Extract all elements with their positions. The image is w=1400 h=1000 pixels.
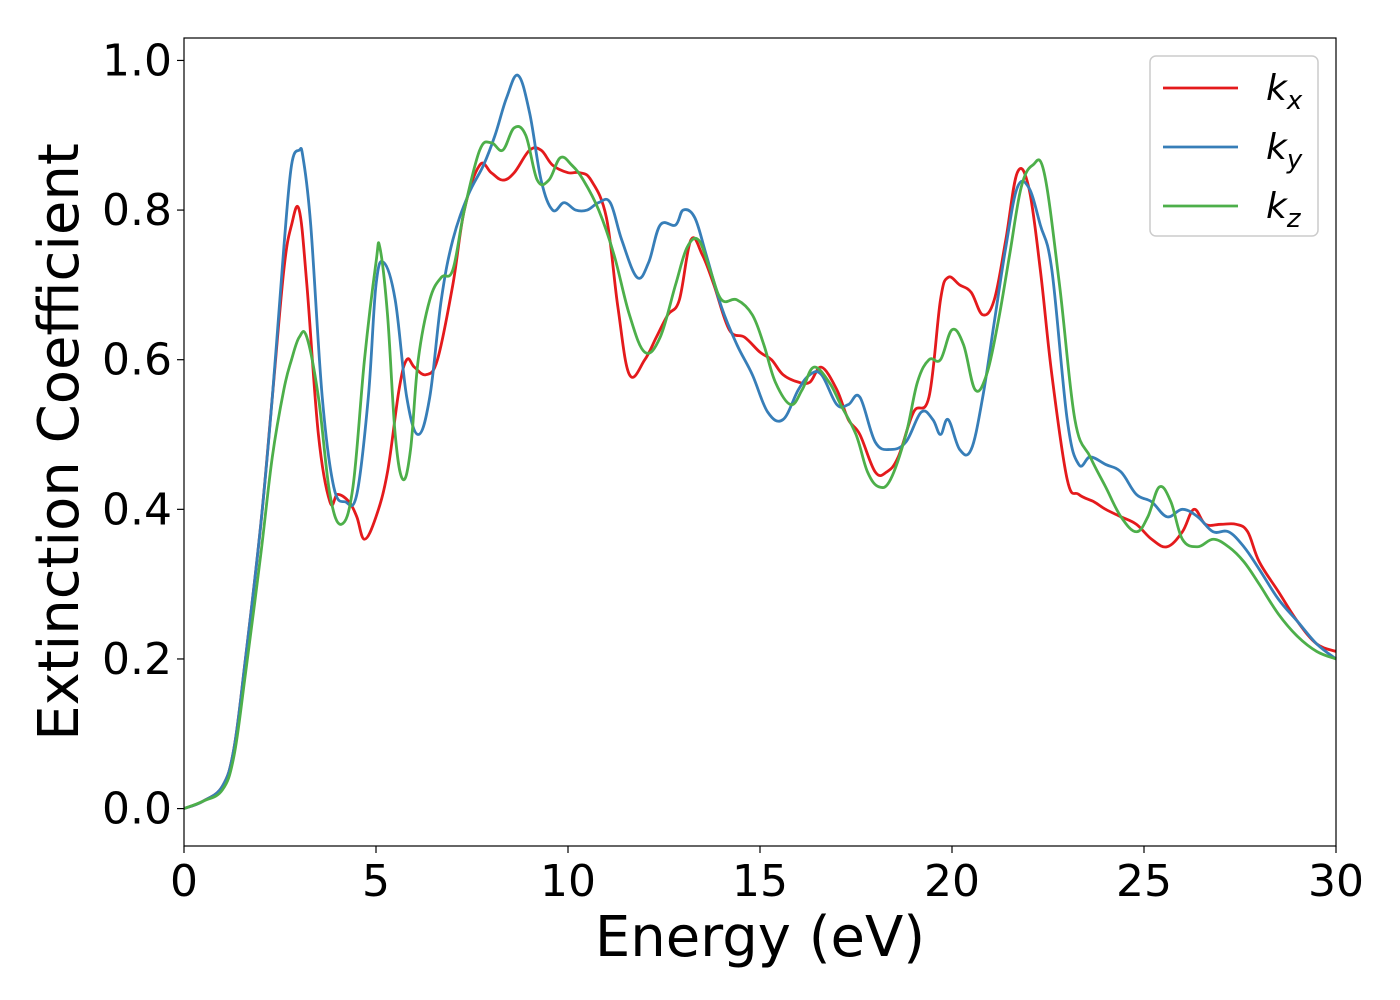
x-axis-ticks: 0 5 10 15 20 25 30 bbox=[170, 846, 1364, 907]
x-tick-label: 10 bbox=[540, 856, 596, 907]
series-line-kz bbox=[183, 125, 1337, 810]
series-line-ky bbox=[183, 73, 1337, 810]
x-tick-label: 15 bbox=[732, 856, 788, 907]
y-axis-label: Extinction Coefficient bbox=[27, 143, 92, 741]
y-tick-label: 0.8 bbox=[102, 185, 172, 236]
y-tick-label: 0.6 bbox=[102, 335, 172, 386]
x-axis-label: Energy (eV) bbox=[595, 905, 925, 970]
legend-label-kx: kx bbox=[1266, 68, 1303, 116]
x-tick-label: 20 bbox=[924, 856, 980, 907]
x-tick-label: 30 bbox=[1308, 856, 1364, 907]
y-tick-label: 0.4 bbox=[102, 484, 172, 535]
x-tick-label: 5 bbox=[362, 856, 390, 907]
legend-label-kz: kz bbox=[1266, 186, 1302, 234]
legend-label-ky: ky bbox=[1266, 127, 1303, 175]
y-tick-label: 0.2 bbox=[102, 634, 172, 685]
series-layer bbox=[183, 73, 1337, 810]
y-tick-label: 1.0 bbox=[102, 35, 172, 86]
plot-area bbox=[184, 38, 1336, 846]
y-axis-ticks: 0.0 0.2 0.4 0.6 0.8 1.0 bbox=[102, 35, 184, 835]
x-tick-label: 25 bbox=[1116, 856, 1172, 907]
y-tick-label: 0.0 bbox=[102, 784, 172, 835]
legend: kx ky kz bbox=[1149, 55, 1319, 237]
x-tick-label: 0 bbox=[170, 856, 198, 907]
